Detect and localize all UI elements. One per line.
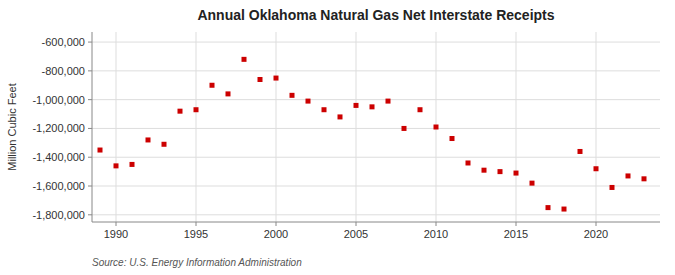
point	[338, 114, 343, 119]
point	[402, 126, 407, 131]
point	[418, 107, 423, 112]
chart: -600,000 -800,000 -1,000,000 -1,200,000 -1,4…	[0, 0, 675, 275]
x-grid-line	[596, 32, 597, 222]
point	[466, 160, 471, 165]
point	[386, 99, 391, 104]
point	[322, 107, 327, 112]
y-tick-label: -600,000	[42, 36, 85, 48]
y-tick	[88, 99, 92, 100]
y-tick-label: -1,400,000	[32, 151, 85, 163]
point	[130, 162, 135, 167]
x-grid-line	[356, 32, 357, 222]
x-tick-label: 2000	[264, 228, 288, 240]
point	[530, 181, 535, 186]
x-tick-label: 2010	[424, 228, 448, 240]
point	[242, 57, 247, 62]
point	[210, 83, 215, 88]
point	[114, 163, 119, 168]
y-tick	[88, 214, 92, 215]
y-tick-label: -1,200,000	[32, 122, 85, 134]
x-tick	[436, 222, 437, 226]
title: Annual Oklahoma Natural Gas Net Intersta…	[197, 7, 554, 23]
y-grid-line	[92, 99, 660, 100]
point	[562, 207, 567, 212]
point	[178, 109, 183, 114]
y-axis-line	[92, 32, 93, 222]
point	[370, 104, 375, 109]
x-tick-label: 1990	[104, 228, 128, 240]
point	[498, 169, 503, 174]
point	[594, 166, 599, 171]
y-grid-line	[92, 70, 660, 71]
y-grid-line	[92, 42, 660, 43]
x-tick-label: 1995	[184, 228, 208, 240]
y-tick-label: -800,000	[42, 65, 85, 77]
point	[98, 148, 103, 153]
x-tick	[516, 222, 517, 226]
y-grid-line	[92, 157, 660, 158]
point	[450, 136, 455, 141]
source: Source: U.S. Energy Information Administ…	[92, 257, 302, 268]
point	[546, 205, 551, 210]
point	[626, 173, 631, 178]
y-tick-label: -1,000,000	[32, 94, 85, 106]
x-tick	[276, 222, 277, 226]
x-tick	[596, 222, 597, 226]
y-grid-line	[92, 128, 660, 129]
x-grid-line	[116, 32, 117, 222]
point	[146, 137, 151, 142]
x-grid-line	[516, 32, 517, 222]
grid	[92, 32, 660, 222]
point	[514, 171, 519, 176]
x-grid-line	[276, 32, 277, 222]
point	[226, 91, 231, 96]
x-tick-label: 2020	[584, 228, 608, 240]
point	[306, 99, 311, 104]
point	[290, 93, 295, 98]
point	[194, 107, 199, 112]
y-tick-label: -1,600,000	[32, 180, 85, 192]
point	[354, 103, 359, 108]
ticks: -600,000 -800,000 -1,000,000 -1,200,000 -1,4…	[32, 36, 608, 240]
y-tick	[88, 186, 92, 187]
x-grid-line	[196, 32, 197, 222]
points	[98, 57, 647, 212]
y-grid-line	[92, 214, 660, 215]
point	[482, 168, 487, 173]
y-tick	[88, 128, 92, 129]
y-axis-label: Million Cubic Feet	[6, 83, 18, 170]
y-tick	[88, 70, 92, 71]
x-tick	[116, 222, 117, 226]
x-tick-label: 2015	[504, 228, 528, 240]
point	[642, 176, 647, 181]
point	[162, 142, 167, 147]
x-tick-label: 2005	[344, 228, 368, 240]
y-tick	[88, 42, 92, 43]
x-tick	[356, 222, 357, 226]
y-grid-line	[92, 186, 660, 187]
x-axis-line	[92, 222, 660, 223]
y-tick-label: -1,800,000	[32, 209, 85, 221]
y-tick	[88, 157, 92, 158]
point	[258, 77, 263, 82]
x-tick	[196, 222, 197, 226]
point	[434, 125, 439, 130]
point	[578, 149, 583, 154]
point	[610, 185, 615, 190]
point	[274, 76, 279, 81]
